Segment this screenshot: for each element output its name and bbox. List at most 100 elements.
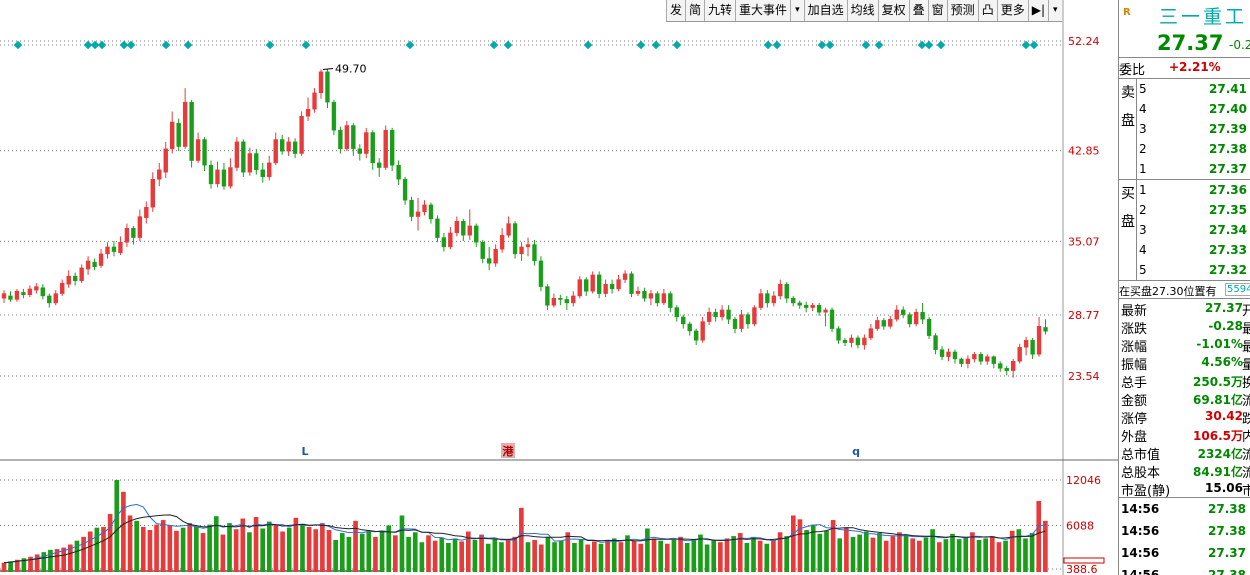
candle-body[interactable]	[338, 129, 343, 150]
candle-body[interactable]	[27, 288, 33, 296]
candle-body[interactable]	[991, 356, 996, 364]
candle-body[interactable]	[674, 307, 679, 318]
buy-row[interactable]: 1 27.36	[1137, 180, 1250, 200]
event-diamond-icon[interactable]	[405, 40, 415, 50]
candlesticks[interactable]: 49.70 L 港 q	[1, 62, 1048, 458]
candle-body[interactable]	[1017, 347, 1022, 362]
candle-body[interactable]	[694, 330, 699, 341]
event-diamond-icon[interactable]	[817, 40, 827, 50]
candle-body[interactable]	[98, 253, 104, 266]
candle-body[interactable]	[454, 220, 460, 234]
candle-body[interactable]	[318, 71, 324, 94]
candle-body[interactable]	[596, 274, 602, 294]
candle-body[interactable]	[409, 199, 414, 217]
candle-body[interactable]	[34, 286, 39, 291]
candle-body[interactable]	[642, 291, 647, 299]
candle-body[interactable]	[803, 305, 809, 308]
candle-body[interactable]	[486, 258, 492, 264]
candle-body[interactable]	[72, 275, 78, 282]
toolbar-item-13[interactable]: ▶|	[1027, 0, 1048, 21]
toolbar-item-10[interactable]: 预测	[946, 0, 978, 21]
candle-body[interactable]	[700, 321, 705, 341]
candle-body[interactable]	[267, 162, 272, 178]
candle-body[interactable]	[765, 293, 770, 304]
candle-body[interactable]	[926, 319, 932, 336]
candle-body[interactable]	[564, 299, 570, 304]
candle-body[interactable]	[499, 234, 505, 250]
candle-body[interactable]	[312, 92, 317, 110]
candle-body[interactable]	[687, 323, 692, 332]
candle-body[interactable]	[681, 316, 686, 325]
candle-body[interactable]	[461, 220, 466, 236]
candle-body[interactable]	[609, 284, 615, 290]
candle-body[interactable]	[1, 293, 7, 299]
candle-body[interactable]	[305, 108, 311, 117]
event-letter-marker[interactable]: L	[301, 445, 308, 458]
candle-body[interactable]	[784, 284, 789, 299]
event-diamond-icon[interactable]	[583, 40, 593, 50]
sell-row[interactable]: 3 27.39	[1137, 119, 1250, 139]
toolbar-item-1[interactable]: 简	[685, 0, 704, 21]
candle-body[interactable]	[894, 309, 899, 320]
event-diamond-icon[interactable]	[265, 40, 275, 50]
candle-body[interactable]	[862, 337, 867, 346]
candle-body[interactable]	[299, 115, 304, 154]
toolbar-item-12[interactable]: 更多	[996, 0, 1028, 21]
candle-body[interactable]	[105, 246, 110, 255]
candle-body[interactable]	[208, 164, 214, 185]
candle-body[interactable]	[797, 302, 802, 306]
candle-body[interactable]	[532, 244, 537, 262]
event-diamond-icon[interactable]	[772, 40, 782, 50]
sell-row[interactable]: 2 27.38	[1137, 139, 1250, 159]
sell-row[interactable]: 1 27.37	[1137, 159, 1250, 179]
candle-body[interactable]	[474, 225, 479, 243]
buy-row[interactable]: 4 27.33	[1137, 240, 1250, 260]
candle-body[interactable]	[422, 204, 427, 213]
toolbar-item-7[interactable]: 复权	[877, 0, 909, 21]
candle-body[interactable]	[247, 153, 253, 173]
candle-body[interactable]	[985, 356, 990, 362]
candle-body[interactable]	[53, 293, 58, 304]
candle-body[interactable]	[706, 312, 712, 322]
candle-body[interactable]	[1030, 340, 1035, 355]
candle-body[interactable]	[577, 279, 582, 297]
candle-body[interactable]	[111, 246, 117, 252]
candle-body[interactable]	[325, 71, 330, 103]
event-markers[interactable]	[0, 40, 1062, 50]
sell-row[interactable]: 4 27.40	[1137, 99, 1250, 119]
candle-body[interactable]	[370, 132, 375, 164]
candle-body[interactable]	[182, 101, 188, 147]
candle-body[interactable]	[202, 139, 207, 166]
candle-body[interactable]	[551, 298, 557, 306]
candle-body[interactable]	[441, 237, 447, 248]
candle-body[interactable]	[189, 101, 194, 161]
candle-body[interactable]	[389, 129, 395, 166]
candle-body[interactable]	[364, 132, 369, 154]
candle-body[interactable]	[635, 291, 641, 294]
candle-body[interactable]	[221, 169, 227, 187]
candle-body[interactable]	[732, 319, 738, 329]
candle-body[interactable]	[21, 292, 26, 296]
candle-body[interactable]	[978, 354, 984, 362]
sell-row[interactable]: 5 27.41	[1137, 79, 1250, 99]
buy-row[interactable]: 3 27.34	[1137, 220, 1250, 240]
candle-body[interactable]	[493, 248, 498, 264]
candle-body[interactable]	[273, 139, 278, 164]
candle-body[interactable]	[506, 223, 511, 236]
candle-body[interactable]	[260, 169, 265, 178]
candle-body[interactable]	[85, 260, 91, 270]
candle-body[interactable]	[719, 309, 725, 318]
candle-body[interactable]	[383, 129, 388, 168]
candle-body[interactable]	[972, 354, 977, 360]
candle-body[interactable]	[47, 295, 52, 304]
candle-body[interactable]	[745, 314, 751, 325]
toolbar-item-3[interactable]: 重大事件	[735, 0, 790, 21]
candle-body[interactable]	[875, 320, 880, 329]
candle-body[interactable]	[150, 178, 155, 208]
event-diamond-icon[interactable]	[1029, 40, 1039, 50]
candle-body[interactable]	[14, 291, 20, 300]
candle-body[interactable]	[829, 309, 835, 329]
stock-name[interactable]: 三一重工	[1159, 6, 1248, 28]
candle-body[interactable]	[752, 307, 757, 325]
event-diamond-icon[interactable]	[936, 40, 946, 50]
